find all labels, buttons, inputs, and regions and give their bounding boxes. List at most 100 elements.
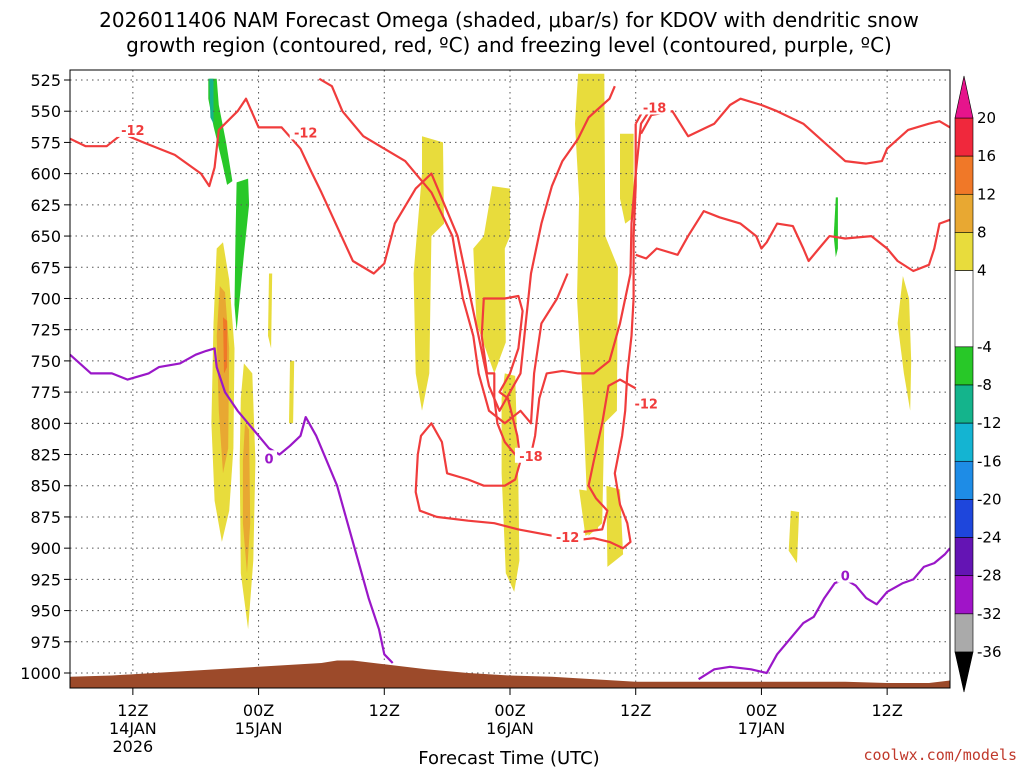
y-tick-label-975: 975 bbox=[30, 633, 61, 652]
y-tick-label-925: 925 bbox=[30, 570, 61, 589]
colorbar-bin-4-8 bbox=[954, 232, 974, 271]
omega-region-orange-col-15jan-east bbox=[242, 423, 251, 574]
contour-label-bg-2 bbox=[638, 99, 671, 115]
contour-label-4: -18 bbox=[519, 450, 543, 465]
omega-region-yellow-col-16jan-lowerright bbox=[606, 485, 624, 567]
x-tick-label-66-2: 17JAN bbox=[738, 719, 786, 738]
y-tick-label-950: 950 bbox=[30, 602, 61, 621]
x-tick-label-54-1: 12Z bbox=[620, 701, 651, 720]
omega-region-red-core-15jan bbox=[223, 317, 228, 374]
x-tick-label-6-2: 14JAN bbox=[109, 719, 157, 738]
terrain-fill bbox=[70, 660, 950, 688]
colorbar-bin--36--32 bbox=[954, 613, 974, 653]
y-tick-label-700: 700 bbox=[30, 289, 61, 308]
omega-region-green-strip-dark bbox=[209, 78, 214, 124]
colorbar-label--4: -4 bbox=[977, 338, 992, 356]
contour-label-3: -12 bbox=[634, 397, 658, 412]
colorbar-label-4: 4 bbox=[977, 262, 987, 280]
contour-label-layer: -12 -12 -18 -12 -18 -12 0 0 bbox=[116, 99, 854, 585]
omega-region-yellow-small-17jan bbox=[788, 510, 800, 564]
colorbar-label--32: -32 bbox=[977, 605, 1002, 623]
grid-layer bbox=[70, 70, 950, 688]
y-tick-label-825: 825 bbox=[30, 446, 61, 465]
colorbar-label--20: -20 bbox=[977, 490, 1002, 508]
colorbar-bin--12--8 bbox=[954, 384, 974, 424]
colorbar-bin--16--12 bbox=[954, 422, 974, 462]
y-tick-label-625: 625 bbox=[30, 196, 61, 215]
colorbar-bin--32--28 bbox=[954, 575, 974, 615]
x-tick-label-18-2: 15JAN bbox=[235, 719, 283, 738]
colorbar: 20 16 12 8 4 -4 -8 -12 -16 -20 -24 -28 -32 -36 bbox=[954, 75, 1002, 693]
contour-label-6: 0 bbox=[265, 452, 274, 467]
y-tick-label-525: 525 bbox=[30, 71, 61, 90]
contour-label-5: -12 bbox=[556, 531, 580, 546]
omega-region-yellow-col-17jan-right bbox=[897, 276, 912, 411]
contour-label-bg-1 bbox=[289, 124, 322, 140]
colorbar-bin--8--4 bbox=[954, 346, 974, 386]
x-tick-label-78-1: 12Z bbox=[871, 701, 902, 720]
x-tick-label-66-1: 00Z bbox=[746, 701, 777, 720]
omega-region-green-column-lower bbox=[234, 178, 250, 331]
colorbar-bin-8-12 bbox=[954, 193, 974, 233]
colorbar-bin-12-16 bbox=[954, 155, 974, 195]
omega-region-yellow-col-16jan-b bbox=[473, 186, 510, 374]
x-tick-label-6-3: 2026 bbox=[112, 737, 153, 756]
y-axis: 525 550 575 600 625 650 675 700 725 750 775 800 825 8… bbox=[20, 71, 70, 683]
colorbar-under-arrow bbox=[954, 651, 974, 693]
freezing-contour-zero-left bbox=[70, 347, 394, 664]
colorbar-label-20: 20 bbox=[977, 109, 996, 127]
y-tick-label-1000: 1000 bbox=[20, 664, 61, 683]
contour-layer bbox=[70, 77, 950, 681]
terrain-layer bbox=[70, 660, 950, 688]
dgz-contour-minus12-right bbox=[640, 97, 950, 165]
omega-region-green-small-right bbox=[833, 197, 838, 258]
contour-label-7: 0 bbox=[841, 570, 850, 585]
dgz-contour-minus12-mid-loop bbox=[583, 123, 637, 550]
omega-region-yellow-col-16jan-lowerleft bbox=[579, 489, 598, 536]
omega-region-yellow-col-16jan-right bbox=[620, 133, 634, 224]
colorbar-label--16: -16 bbox=[977, 452, 1002, 470]
colorbar-label--8: -8 bbox=[977, 376, 992, 394]
colorbar-over-arrow bbox=[954, 75, 974, 119]
contour-label-bg-4 bbox=[514, 447, 547, 463]
omega-region-yellow-spike-b bbox=[289, 360, 295, 424]
chart-title-line2: growth region (contoured, red, ºC) and f… bbox=[126, 33, 892, 57]
y-tick-label-800: 800 bbox=[30, 414, 61, 433]
colorbar-label-16: 16 bbox=[977, 147, 996, 165]
colorbar-label--12: -12 bbox=[977, 414, 1002, 432]
omega-region-green-column-upper bbox=[208, 78, 233, 185]
contour-label-0: -12 bbox=[121, 124, 145, 139]
dgz-contour-minus12-left bbox=[70, 85, 616, 412]
x-tick-label-18-1: 00Z bbox=[243, 701, 274, 720]
contour-label-1: -12 bbox=[294, 126, 318, 141]
y-tick-label-750: 750 bbox=[30, 352, 61, 371]
credit-text: coolwx.com/models bbox=[863, 746, 1017, 764]
colorbar-bin-16-20 bbox=[954, 117, 974, 157]
y-tick-label-850: 850 bbox=[30, 477, 61, 496]
omega-shading-layer bbox=[208, 73, 912, 630]
omega-region-yellow-spike-a bbox=[268, 273, 273, 349]
chart-title-line1: 2026011406 NAM Forecast Omega (shaded, μ… bbox=[99, 8, 919, 32]
freezing-contour-zero-right bbox=[698, 547, 950, 681]
colorbar-label-12: 12 bbox=[977, 185, 996, 203]
contour-label-bg-3 bbox=[630, 395, 663, 411]
colorbar-bin--28--24 bbox=[954, 537, 974, 577]
dgz-contour-minus12-right-lower bbox=[635, 210, 950, 273]
y-tick-label-550: 550 bbox=[30, 102, 61, 121]
y-tick-label-775: 775 bbox=[30, 383, 61, 402]
contour-label-bg-5 bbox=[551, 528, 584, 544]
x-tick-label-6-1: 12Z bbox=[117, 701, 148, 720]
x-tick-label-30-1: 12Z bbox=[369, 701, 400, 720]
colorbar-bin--4-4 bbox=[954, 270, 974, 348]
y-tick-label-675: 675 bbox=[30, 258, 61, 277]
y-tick-label-650: 650 bbox=[30, 227, 61, 246]
y-tick-label-725: 725 bbox=[30, 321, 61, 340]
x-axis-label: Forecast Time (UTC) bbox=[418, 748, 599, 768]
contour-label-bg-0 bbox=[116, 121, 149, 137]
contour-label-bg-7 bbox=[837, 567, 854, 583]
y-tick-label-600: 600 bbox=[30, 165, 61, 184]
x-tick-label-42-2: 16JAN bbox=[486, 719, 534, 738]
colorbar-label--36: -36 bbox=[977, 643, 1002, 661]
y-tick-label-875: 875 bbox=[30, 508, 61, 527]
